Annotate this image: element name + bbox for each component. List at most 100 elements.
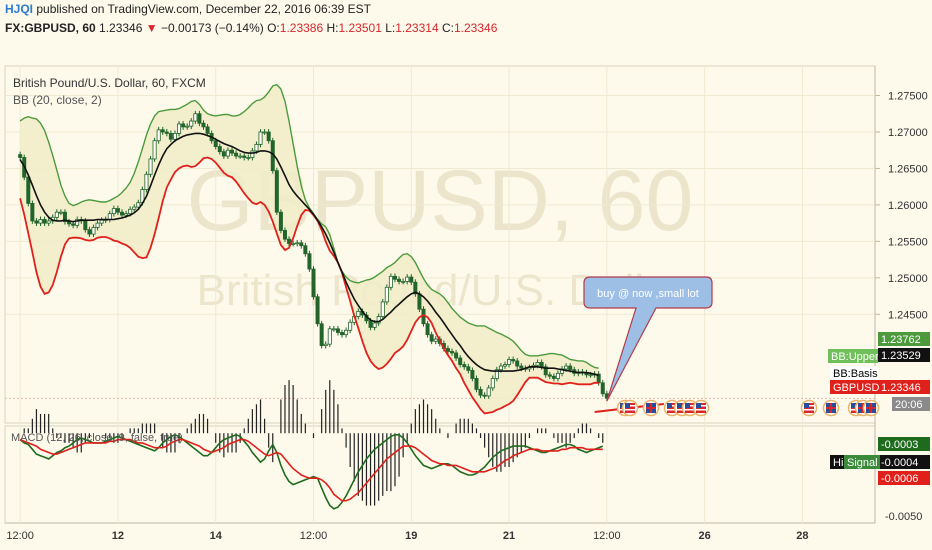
candle-body xyxy=(287,238,292,244)
candle-body xyxy=(600,382,605,395)
candle xyxy=(511,356,516,364)
candle-body xyxy=(311,268,316,298)
candle xyxy=(494,366,499,382)
macd-indicator-label[interactable]: MACD (12, 26, close, 9, false, true) xyxy=(11,432,183,444)
candle-body xyxy=(478,388,483,396)
candle xyxy=(144,171,149,193)
candle xyxy=(38,216,43,227)
candle-body xyxy=(490,378,495,389)
economic-event-flag-icon[interactable] xyxy=(692,399,710,417)
candle-body xyxy=(185,125,190,128)
economic-event-flag-icon[interactable] xyxy=(862,399,880,417)
candle-body xyxy=(348,321,353,331)
bb-upper-price-tag: 1.23762 xyxy=(881,334,921,346)
candle-body xyxy=(107,213,112,220)
candle-body xyxy=(132,206,137,210)
candle-body xyxy=(148,158,153,175)
candle-body xyxy=(221,151,226,157)
candle-body xyxy=(344,329,349,336)
candle-body xyxy=(181,123,186,128)
time-tick-label: 12:00 xyxy=(300,530,328,542)
candle xyxy=(46,218,51,227)
candle xyxy=(250,148,255,161)
candle xyxy=(547,371,552,380)
candle xyxy=(356,308,361,320)
candle xyxy=(168,130,173,143)
flag-canton xyxy=(677,403,682,408)
macd-pane[interactable] xyxy=(4,425,876,524)
publish-text: published on TradingView.com, December 2… xyxy=(36,2,372,16)
flag-stripe xyxy=(667,409,677,411)
candle-body xyxy=(401,281,406,283)
candle xyxy=(238,153,243,159)
economic-event-flag-icon[interactable] xyxy=(800,399,818,417)
flag-cross-v xyxy=(870,403,872,413)
candle-body xyxy=(588,374,593,377)
economic-event-flag-icon[interactable] xyxy=(822,399,840,417)
candle xyxy=(458,355,463,368)
price-tick-label: 1.26000 xyxy=(888,200,928,212)
macd-line xyxy=(19,433,604,510)
candle-body xyxy=(205,126,210,134)
candle-body xyxy=(128,208,133,215)
histogram-price-tag-bg xyxy=(878,455,930,469)
price-tick-label: 1.24500 xyxy=(888,309,928,321)
candle-body xyxy=(46,220,51,224)
candle-body xyxy=(413,281,418,295)
candle xyxy=(201,120,206,130)
candle xyxy=(340,329,345,338)
bb-basis-name-tag-bg xyxy=(830,366,878,380)
candle-body xyxy=(254,143,259,152)
username[interactable]: HJQI xyxy=(5,2,34,16)
last-price: 1.23346 xyxy=(99,21,143,35)
bb-upper-name-tag: BB:Upper xyxy=(831,351,879,363)
candle xyxy=(164,129,169,137)
time-tick-label: 28 xyxy=(796,530,808,542)
candle xyxy=(258,129,263,148)
candle-body xyxy=(392,275,397,280)
time-tick-label: 26 xyxy=(698,530,710,542)
candle xyxy=(287,236,292,247)
candle xyxy=(120,209,125,219)
bb-upper-name-tag-bg xyxy=(828,349,878,363)
flag-stripe xyxy=(625,409,635,411)
candle-body xyxy=(405,276,410,282)
gbpusd-price-tag: 1.23346 xyxy=(881,382,921,394)
annotation-callout[interactable] xyxy=(583,276,713,402)
candle-body xyxy=(250,150,255,158)
signal-name-tag-bg xyxy=(844,455,880,469)
candle-body xyxy=(120,211,125,216)
flag-canton xyxy=(851,403,856,408)
candle-body xyxy=(115,208,120,213)
economic-event-flag-icon[interactable] xyxy=(642,399,660,417)
candle-body xyxy=(380,301,385,317)
candle-body xyxy=(201,122,206,128)
signal-price-tag: -0.0006 xyxy=(881,473,918,485)
bb-upper-line xyxy=(19,83,599,369)
candle xyxy=(177,121,182,137)
candle-body xyxy=(335,328,340,333)
candle xyxy=(132,204,137,213)
candle xyxy=(478,386,483,399)
candle xyxy=(18,151,23,161)
candle xyxy=(282,227,287,243)
candle xyxy=(319,320,324,349)
candle-body xyxy=(152,140,157,160)
signal-price-tag-bg xyxy=(878,471,930,485)
candle-body xyxy=(425,323,430,336)
candle-body xyxy=(177,123,182,134)
candle xyxy=(242,153,247,161)
histogram-price-tag: -0.0004 xyxy=(881,457,918,469)
candle xyxy=(115,205,120,216)
close-value: 1.23346 xyxy=(453,21,498,35)
economic-event-flag-icon[interactable] xyxy=(621,399,639,417)
candle xyxy=(197,110,202,127)
candle xyxy=(433,336,438,345)
bb-indicator-label[interactable]: BB (20, close, 2) xyxy=(13,93,102,107)
candle-body xyxy=(234,152,239,157)
candle-body xyxy=(466,366,471,371)
candle xyxy=(91,224,96,237)
candle-body xyxy=(225,149,230,157)
candle-body xyxy=(388,275,393,288)
